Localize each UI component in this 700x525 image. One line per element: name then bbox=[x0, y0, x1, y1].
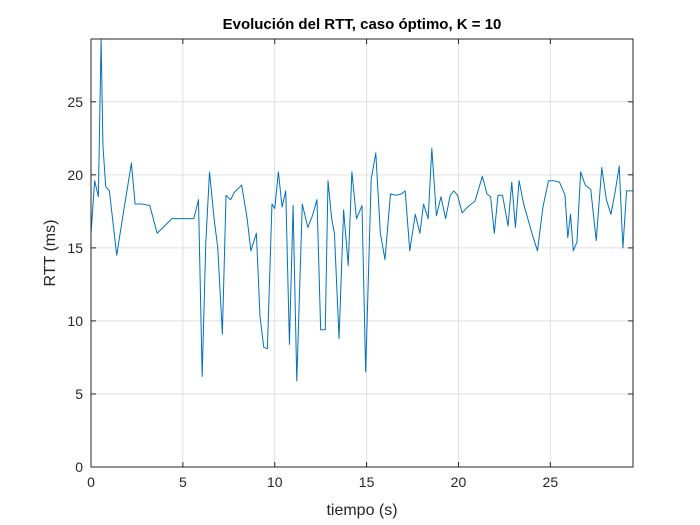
x-tick-label: 15 bbox=[359, 474, 375, 490]
y-axis-label: RTT (ms) bbox=[42, 220, 59, 287]
x-tick-label: 5 bbox=[179, 474, 187, 490]
series-line bbox=[90, 38, 633, 382]
x-axis-label: tiempo (s) bbox=[326, 502, 397, 519]
grid bbox=[91, 39, 633, 467]
y-tick-label: 5 bbox=[75, 386, 83, 402]
plot-area bbox=[91, 39, 633, 467]
chart-title: Evolución del RTT, caso óptimo, K = 10 bbox=[223, 16, 502, 33]
x-tick-label: 25 bbox=[543, 474, 559, 490]
x-tick-label: 0 bbox=[87, 474, 95, 490]
ticks: 0 5 10 15 20 25 0 5 10 15 20 25 bbox=[67, 39, 633, 490]
axes-box bbox=[90, 38, 634, 468]
y-tick-label: 10 bbox=[67, 313, 83, 329]
y-tick-label: 25 bbox=[67, 94, 83, 110]
x-tick-label: 10 bbox=[267, 474, 283, 490]
y-tick-label: 0 bbox=[75, 459, 83, 475]
y-tick-label: 15 bbox=[67, 240, 83, 256]
series-group bbox=[90, 38, 633, 382]
y-tick-label: 20 bbox=[67, 167, 83, 183]
x-tick-label: 20 bbox=[451, 474, 467, 490]
